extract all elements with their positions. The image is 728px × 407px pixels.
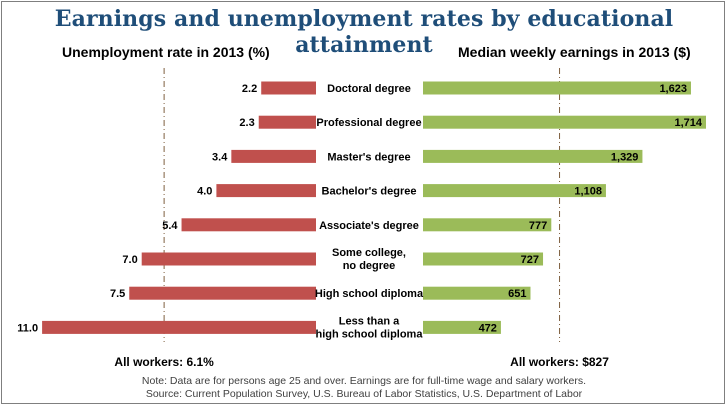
- earnings-bar: [423, 184, 606, 198]
- unemployment-average-label: All workers: 6.1%: [114, 355, 214, 369]
- earnings-bar: [423, 149, 643, 163]
- unemployment-bar: [181, 218, 316, 232]
- unemployment-bar: [141, 252, 316, 266]
- category-label: Doctoral degree: [327, 83, 411, 95]
- unemployment-panel-title: Unemployment rate in 2013 (%): [62, 44, 270, 60]
- category-label: Bachelor's degree: [322, 186, 417, 198]
- unemployment-value-label: 2.2: [242, 83, 257, 95]
- earnings-bar: [423, 252, 544, 266]
- category-label: Associate's degree: [319, 220, 419, 232]
- unemployment-bar: [129, 286, 316, 300]
- unemployment-value-label: 11.0: [17, 322, 38, 334]
- unemployment-value-label: 7.5: [110, 288, 125, 300]
- category-label: Master's degree: [327, 151, 410, 163]
- earnings-bar: [423, 286, 531, 300]
- earnings-average-label: All workers: $827: [510, 355, 609, 369]
- source-text: Source: Current Population Survey, U.S. …: [145, 388, 583, 400]
- earnings-bar: [423, 115, 706, 129]
- note-text: Note: Data are for persons age 25 and ov…: [141, 375, 587, 387]
- category-label: Some college,: [332, 247, 406, 259]
- earnings-value-label: 1,329: [611, 151, 639, 163]
- unemployment-value-label: 5.4: [162, 220, 178, 232]
- unemployment-bar: [258, 115, 316, 129]
- earnings-value-label: 727: [521, 254, 539, 266]
- unemployment-bar: [231, 149, 316, 163]
- earnings-value-label: 651: [508, 288, 526, 300]
- unemployment-value-label: 4.0: [197, 186, 212, 198]
- earnings-value-label: 1,623: [659, 83, 687, 95]
- page-title: Earnings and unemployment rates by educa…: [54, 6, 674, 58]
- category-label: high school diploma: [316, 328, 424, 340]
- unemployment-value-label: 7.0: [122, 254, 137, 266]
- earnings-value-label: 777: [529, 220, 547, 232]
- earnings-bar: [423, 81, 691, 95]
- earnings-panel-title: Median weekly earnings in 2013 ($): [458, 44, 691, 60]
- category-label: no degree: [343, 260, 396, 272]
- unemployment-value-label: 2.3: [239, 117, 254, 129]
- earnings-value-label: 1,108: [574, 186, 602, 198]
- earnings-value-label: 1,714: [674, 117, 702, 129]
- earnings-bar: [423, 218, 552, 232]
- unemployment-bar: [42, 320, 316, 334]
- unemployment-bar: [216, 184, 316, 198]
- earnings-value-label: 472: [479, 322, 497, 334]
- category-label: High school diploma: [315, 288, 424, 300]
- category-label: Professional degree: [316, 117, 421, 129]
- unemployment-bar: [261, 81, 316, 95]
- category-label: Less than a: [339, 315, 400, 327]
- earnings-bar: [423, 320, 501, 334]
- unemployment-value-label: 3.4: [212, 151, 228, 163]
